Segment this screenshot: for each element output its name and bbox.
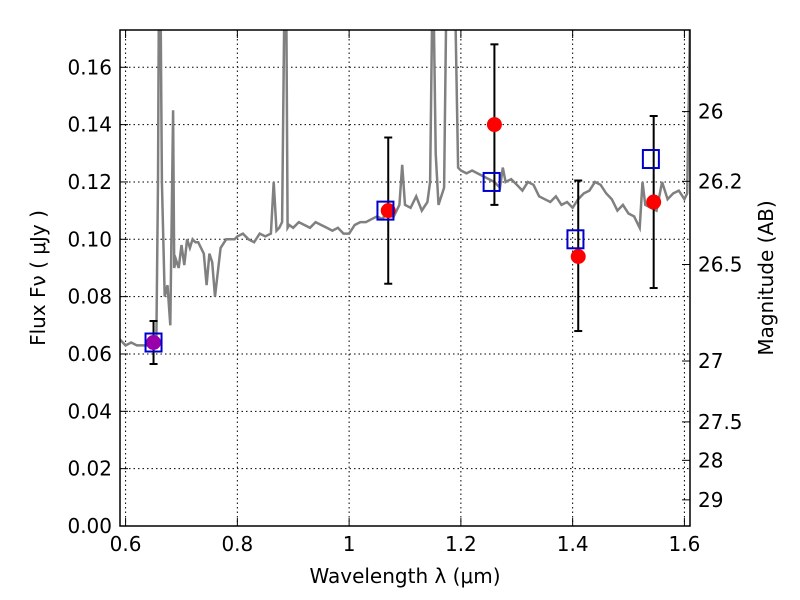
right-tick-label: 28 xyxy=(698,448,723,472)
points-layer xyxy=(144,117,662,353)
observed-point xyxy=(380,203,396,219)
x-tick-label: 1 xyxy=(343,532,356,556)
y-tick-label: 0.10 xyxy=(67,227,112,251)
y-tick-label: 0.02 xyxy=(67,457,112,481)
spectrum-layer xyxy=(120,30,690,350)
right-tick-label: 26.2 xyxy=(698,169,743,193)
model-point xyxy=(482,171,501,192)
right-tick-label: 26.5 xyxy=(698,253,743,277)
y-axis-label-left: Flux Fν ( μJy ) xyxy=(26,210,50,346)
y-axis-label-right: Magnitude (AB) xyxy=(754,200,778,355)
observed-point xyxy=(646,194,662,210)
y-tick-label: 0.08 xyxy=(67,285,112,309)
observed-point xyxy=(486,117,502,133)
x-tick-label: 1.2 xyxy=(445,532,477,556)
x-tick-label: 0.8 xyxy=(221,532,253,556)
observed-point xyxy=(570,248,586,264)
x-tick-label: 1.6 xyxy=(669,532,701,556)
model-point xyxy=(566,229,585,250)
spectrum-line xyxy=(120,30,690,350)
y-tick-label: 0.16 xyxy=(67,55,112,79)
x-tick-label: 0.6 xyxy=(110,532,142,556)
right-tick-label: 26 xyxy=(698,100,723,124)
y-tick-label: 0.06 xyxy=(67,342,112,366)
model-point xyxy=(144,332,163,353)
y-tick-label: 0.14 xyxy=(67,113,112,137)
model-point xyxy=(376,200,395,221)
right-tick-label: 27 xyxy=(698,349,723,373)
right-tick-label: 29 xyxy=(698,488,723,512)
ticks-layer: 0.6 0.8 1 1.2 1.4 1.6 0.00 0.02 0.04 0.06 0.08 0.10… xyxy=(67,30,743,556)
errorbar-layer xyxy=(149,43,658,366)
right-tick-label: 27.5 xyxy=(698,410,743,434)
model-point xyxy=(641,149,660,170)
plot-frame xyxy=(119,29,691,527)
observed-point xyxy=(146,335,162,351)
x-axis-label: Wavelength λ (μm) xyxy=(309,564,500,588)
y-tick-label: 0.00 xyxy=(67,514,112,538)
y-tick-label: 0.04 xyxy=(67,399,112,423)
y-tick-label: 0.12 xyxy=(67,170,112,194)
x-tick-label: 1.4 xyxy=(557,532,589,556)
